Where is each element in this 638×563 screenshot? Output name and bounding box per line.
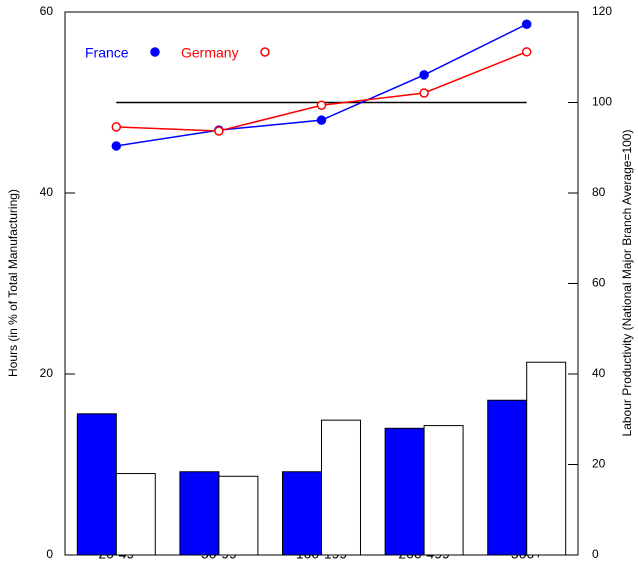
legend-label: Germany (181, 45, 239, 61)
y-tick-label: 0 (46, 547, 53, 561)
y-axis-title: Hours (in % of Total Manufacturing) (6, 189, 20, 377)
y-tick-label: 40 (40, 185, 54, 199)
bar (487, 399, 528, 556)
point (521, 47, 532, 57)
point (111, 141, 122, 151)
line (116, 23, 528, 147)
y-tick-label: 20 (40, 366, 54, 380)
legend-marker (260, 47, 270, 57)
bar (179, 471, 220, 556)
point (316, 115, 327, 125)
y2-tick-label: 100 (592, 95, 612, 109)
point (521, 19, 532, 29)
bar (384, 427, 425, 556)
bar (526, 361, 567, 556)
legend-label: France (85, 45, 129, 61)
y-tick-label: 60 (40, 4, 54, 18)
point (419, 70, 429, 80)
bar (115, 473, 156, 556)
y2-tick-label: 120 (592, 4, 612, 18)
y2-tick-label: 0 (592, 547, 599, 561)
point (111, 122, 122, 132)
bar (76, 413, 117, 556)
legend-marker (150, 47, 160, 57)
y2-tick-label: 20 (592, 457, 606, 471)
bar (282, 471, 322, 556)
y2-axis-title: Labour Productivity (National Major Bran… (620, 130, 634, 437)
point (316, 100, 327, 110)
y2-tick-label: 40 (592, 366, 606, 380)
y2-tick-label: 60 (592, 276, 606, 290)
point (214, 126, 224, 136)
bar (423, 425, 464, 556)
point (419, 88, 429, 98)
bar (218, 475, 259, 556)
bar (321, 419, 361, 556)
y2-tick-label: 80 (592, 185, 606, 199)
